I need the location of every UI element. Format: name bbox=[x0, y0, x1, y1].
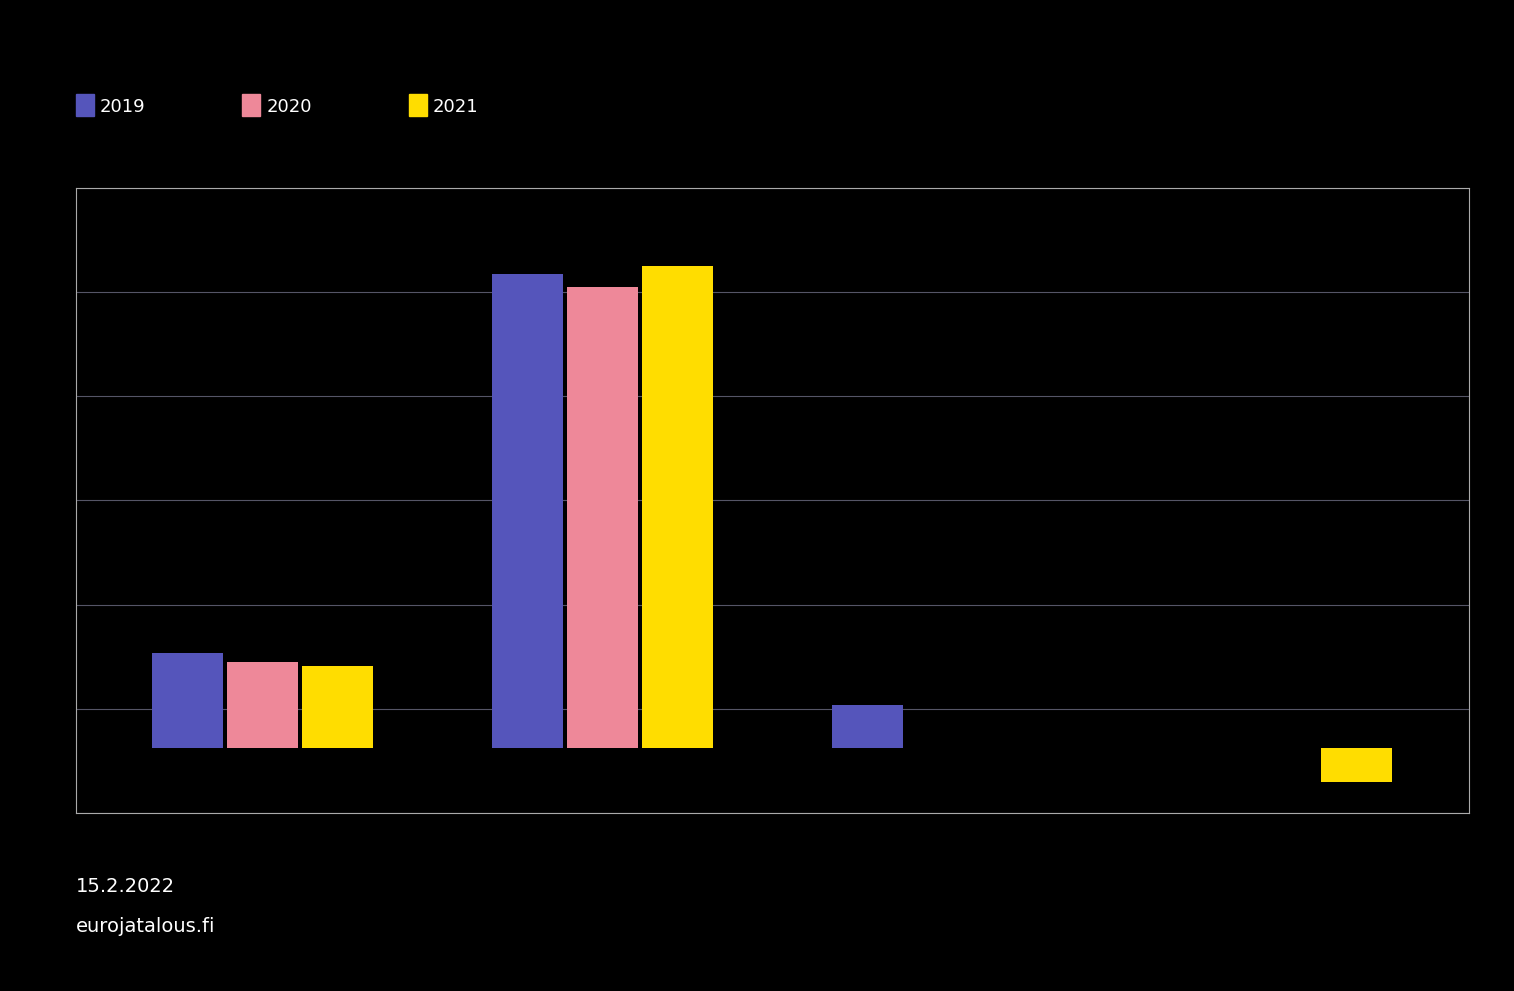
Text: 2021: 2021 bbox=[433, 98, 478, 116]
Bar bbox=[1322, 748, 1391, 783]
Bar bbox=[153, 653, 223, 748]
Bar bbox=[227, 662, 298, 748]
Text: 2020: 2020 bbox=[266, 98, 312, 116]
Text: 2019: 2019 bbox=[100, 98, 145, 116]
Bar bbox=[566, 287, 637, 748]
Bar bbox=[831, 705, 902, 748]
Text: eurojatalous.fi: eurojatalous.fi bbox=[76, 917, 215, 936]
Bar bbox=[492, 275, 563, 748]
Text: 15.2.2022: 15.2.2022 bbox=[76, 877, 174, 896]
Bar bbox=[301, 666, 372, 748]
Bar bbox=[642, 266, 713, 748]
